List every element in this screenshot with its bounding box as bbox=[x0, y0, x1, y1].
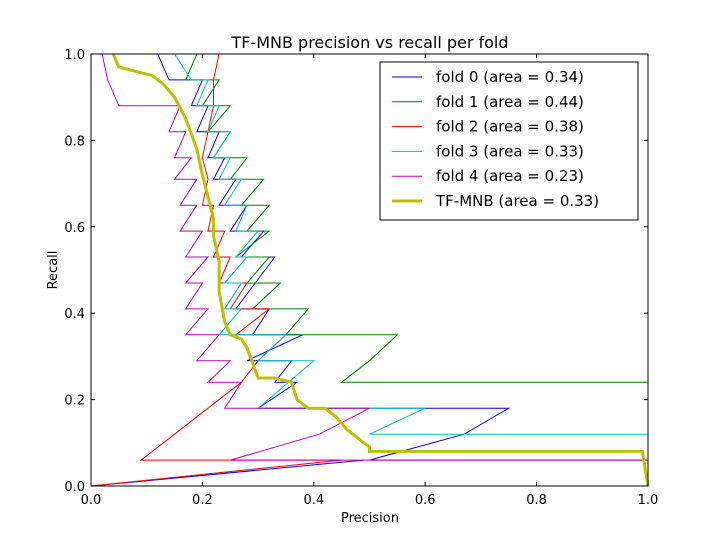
x-axis-label: Precision bbox=[341, 511, 399, 526]
x-tick-label: 0.6 bbox=[415, 493, 436, 508]
x-tick-label: 0.8 bbox=[526, 493, 547, 508]
chart-title: TF-MNB precision vs recall per fold bbox=[230, 33, 508, 52]
x-tick-label: 0.2 bbox=[192, 493, 213, 508]
legend-label-0: fold 0 (area = 0.34) bbox=[436, 68, 584, 86]
x-tick-label: 1.0 bbox=[638, 493, 659, 508]
x-tick-label: 0.4 bbox=[303, 493, 324, 508]
y-tick-label: 1.0 bbox=[64, 48, 85, 63]
legend-label-4: fold 4 (area = 0.23) bbox=[436, 167, 584, 185]
y-tick-label: 0.2 bbox=[64, 394, 85, 409]
x-tick-label: 0.0 bbox=[81, 493, 102, 508]
y-tick-label: 0.4 bbox=[64, 307, 85, 322]
y-tick-label: 0.6 bbox=[64, 221, 85, 236]
legend-label-1: fold 1 (area = 0.44) bbox=[436, 93, 584, 111]
legend-label-5: TF-MNB (area = 0.33) bbox=[435, 192, 599, 210]
y-axis-label: Recall bbox=[46, 251, 61, 290]
y-tick-label: 0.0 bbox=[64, 480, 85, 495]
legend: fold 0 (area = 0.34) fold 1 (area = 0.44)… bbox=[380, 62, 638, 220]
series-line-2 bbox=[91, 54, 342, 486]
legend-label-3: fold 3 (area = 0.33) bbox=[436, 142, 584, 160]
y-tick-label: 0.8 bbox=[64, 134, 85, 149]
legend-label-2: fold 2 (area = 0.38) bbox=[436, 118, 584, 136]
